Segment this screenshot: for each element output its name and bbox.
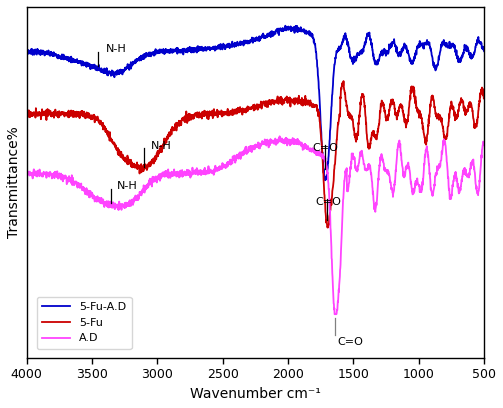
5-Fu bbox=[341, 79, 347, 84]
5-Fu-A.D bbox=[234, 42, 240, 47]
A.D bbox=[468, 161, 474, 166]
5-Fu bbox=[384, 115, 390, 120]
5-Fu-A.D bbox=[468, 54, 474, 59]
5-Fu-A.D bbox=[246, 39, 252, 44]
5-Fu bbox=[234, 111, 240, 116]
Line: 5-Fu-A.D: 5-Fu-A.D bbox=[27, 26, 484, 180]
5-Fu bbox=[324, 225, 330, 230]
5-Fu bbox=[468, 102, 474, 107]
5-Fu-A.D bbox=[322, 178, 328, 183]
A.D bbox=[246, 145, 252, 150]
Line: 5-Fu: 5-Fu bbox=[27, 81, 484, 228]
5-Fu bbox=[481, 92, 487, 97]
Text: N-H: N-H bbox=[117, 181, 137, 191]
A.D bbox=[468, 166, 474, 171]
Text: C=O: C=O bbox=[313, 143, 339, 153]
5-Fu bbox=[47, 111, 53, 115]
5-Fu-A.D bbox=[47, 51, 53, 56]
A.D bbox=[24, 169, 30, 174]
Y-axis label: Transmittance%: Transmittance% bbox=[7, 126, 21, 238]
5-Fu-A.D bbox=[282, 23, 288, 28]
Text: C=O: C=O bbox=[315, 197, 342, 207]
X-axis label: Wavenumber cm⁻¹: Wavenumber cm⁻¹ bbox=[190, 387, 321, 401]
Text: N-H: N-H bbox=[151, 141, 172, 151]
Legend: 5-Fu-A.D, 5-Fu, A.D: 5-Fu-A.D, 5-Fu, A.D bbox=[37, 297, 131, 349]
A.D bbox=[277, 134, 283, 139]
Text: N-H: N-H bbox=[106, 44, 127, 54]
5-Fu bbox=[246, 106, 252, 111]
5-Fu-A.D bbox=[468, 56, 474, 61]
A.D bbox=[331, 312, 338, 317]
5-Fu-A.D bbox=[24, 47, 30, 51]
A.D bbox=[384, 169, 390, 174]
A.D bbox=[234, 155, 240, 160]
A.D bbox=[481, 140, 487, 144]
5-Fu bbox=[24, 111, 30, 116]
A.D bbox=[47, 170, 53, 175]
Line: A.D: A.D bbox=[27, 136, 484, 314]
5-Fu-A.D bbox=[384, 50, 390, 55]
5-Fu bbox=[468, 102, 474, 106]
5-Fu-A.D bbox=[481, 49, 487, 53]
Text: C=O: C=O bbox=[338, 337, 364, 347]
